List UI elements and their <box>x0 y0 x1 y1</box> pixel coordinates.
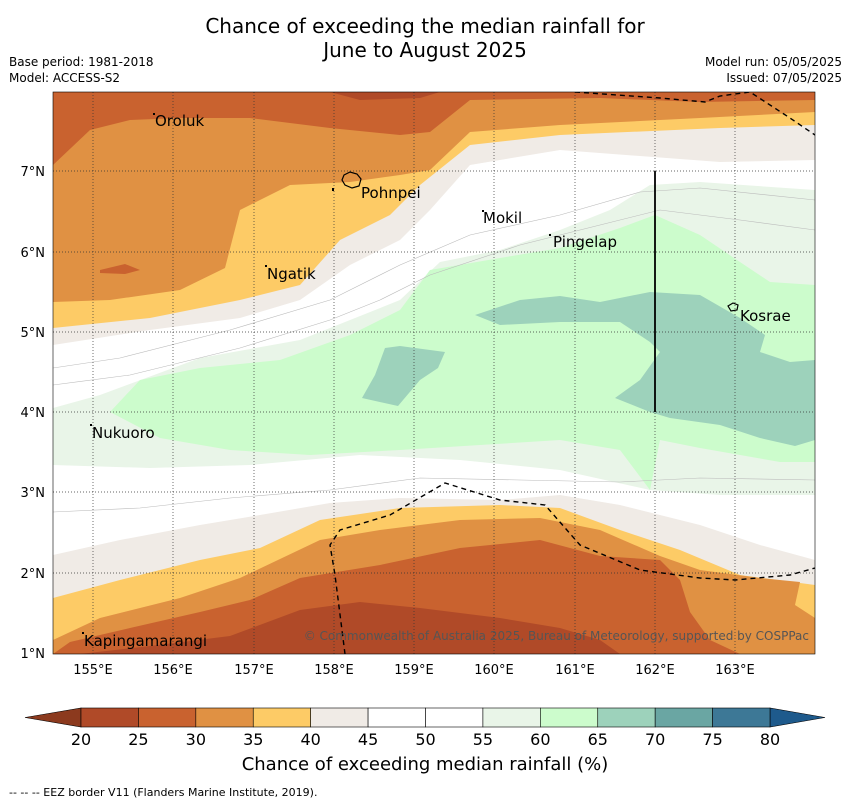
colorbar-segment <box>252 707 311 728</box>
lon-tick: 158°E <box>314 663 354 678</box>
colorbar-tick-label: 75 <box>702 730 722 749</box>
map-title-line1: Chance of exceeding the median rainfall … <box>205 14 645 38</box>
lon-tick: 159°E <box>394 663 434 678</box>
colorbar-tick-label: 25 <box>128 730 148 749</box>
latitude-ticks: 1°N 2°N 3°N 4°N 5°N 6°N 7°N <box>21 165 46 662</box>
colorbar-segment <box>482 707 541 728</box>
eez-footnote: -- -- -- EEZ border V11 (Flanders Marine… <box>9 786 318 799</box>
colorbar-tick-label: 70 <box>645 730 665 749</box>
colorbar-segment <box>80 707 139 728</box>
lon-tick: 157°E <box>234 663 274 678</box>
colorbar-segment <box>712 707 771 728</box>
lon-tick: 156°E <box>153 663 193 678</box>
lat-tick: 1°N <box>21 647 46 662</box>
rainfall-map <box>53 92 815 654</box>
lon-tick: 162°E <box>635 663 675 678</box>
label-kapingamarangi: Kapingamarangi <box>84 632 207 650</box>
lat-tick: 2°N <box>21 567 46 582</box>
map-frame <box>52 91 816 655</box>
colorbar-segment <box>138 707 197 728</box>
label-oroluk: Oroluk <box>155 112 204 130</box>
base-period: Base period: 1981-2018 <box>9 55 154 69</box>
lon-tick: 163°E <box>715 663 755 678</box>
band-30-35-north <box>53 92 815 302</box>
patch-25-30-ngatik <box>100 264 140 274</box>
colorbar-tick-label: 45 <box>358 730 378 749</box>
eez-border <box>329 92 815 654</box>
label-pingelap: Pingelap <box>553 233 617 251</box>
band-65-70-west <box>362 346 445 406</box>
colorbar-tick-label: 50 <box>415 730 435 749</box>
colorbar-segment <box>310 707 369 728</box>
kosrae-island-outline <box>727 302 739 312</box>
colorbar-segment <box>367 707 426 728</box>
issued-date: Issued: 07/05/2025 <box>726 71 842 85</box>
colorbar-tick-label: 60 <box>530 730 550 749</box>
label-kosrae: Kosrae <box>740 307 791 325</box>
map-title-line2: June to August 2025 <box>323 38 527 62</box>
colorbar-tick-label: 35 <box>243 730 263 749</box>
colorbar-extend-high <box>769 707 826 728</box>
band-25-30-north <box>53 92 815 165</box>
colorbar-segment <box>540 707 599 728</box>
colorbar-segment <box>425 707 484 728</box>
colorbar-tick-label: 40 <box>300 730 320 749</box>
band-20-25-south <box>80 602 620 654</box>
lon-tick: 161°E <box>555 663 595 678</box>
lat-tick: 6°N <box>21 246 46 261</box>
colorbar-tick-label: 30 <box>186 730 206 749</box>
model-name: Model: ACCESS-S2 <box>9 71 121 85</box>
band-20-25-north <box>330 92 440 100</box>
colorbar-segment <box>654 707 713 728</box>
colorbar-tick-label: 80 <box>760 730 780 749</box>
lon-tick: 160°E <box>474 663 514 678</box>
colorbar: 20 25 30 35 40 45 50 55 60 65 70 75 80 <box>24 707 826 749</box>
colorbar-tick-label: 65 <box>588 730 608 749</box>
lat-tick: 3°N <box>21 486 46 501</box>
graticule <box>53 92 815 654</box>
label-mokil: Mokil <box>483 209 522 227</box>
label-pohnpei: Pohnpei <box>361 184 421 202</box>
colorbar-segment <box>195 707 254 728</box>
colorbar-title: Chance of exceeding median rainfall (%) <box>241 754 609 775</box>
label-ngatik: Ngatik <box>267 265 316 283</box>
place-labels: Oroluk Pohnpei Mokil Pingelap Ngatik Kos… <box>84 112 791 650</box>
model-run-date: Model run: 05/05/2025 <box>704 55 842 69</box>
island-dots <box>82 113 551 634</box>
colorbar-tick-label: 20 <box>71 730 91 749</box>
label-nukuoro: Nukuoro <box>92 424 155 442</box>
longitude-ticks: 155°E 156°E 157°E 158°E 159°E 160°E 161°… <box>73 663 755 678</box>
colorbar-tick-label: 55 <box>473 730 493 749</box>
contour-lines <box>53 187 815 513</box>
pohnpei-island-outline <box>341 171 362 189</box>
lat-tick: 7°N <box>21 165 46 180</box>
lat-tick: 4°N <box>21 406 46 421</box>
band-60-65 <box>110 215 815 490</box>
colorbar-extend-low <box>24 707 82 728</box>
colorbar-segment <box>597 707 656 728</box>
copyright-text: © Commonwealth of Australia 2025, Bureau… <box>304 629 809 643</box>
lat-tick: 5°N <box>21 326 46 341</box>
band-25-30-south <box>53 540 740 654</box>
band-65-70-east <box>475 292 815 446</box>
lon-tick: 155°E <box>73 663 113 678</box>
